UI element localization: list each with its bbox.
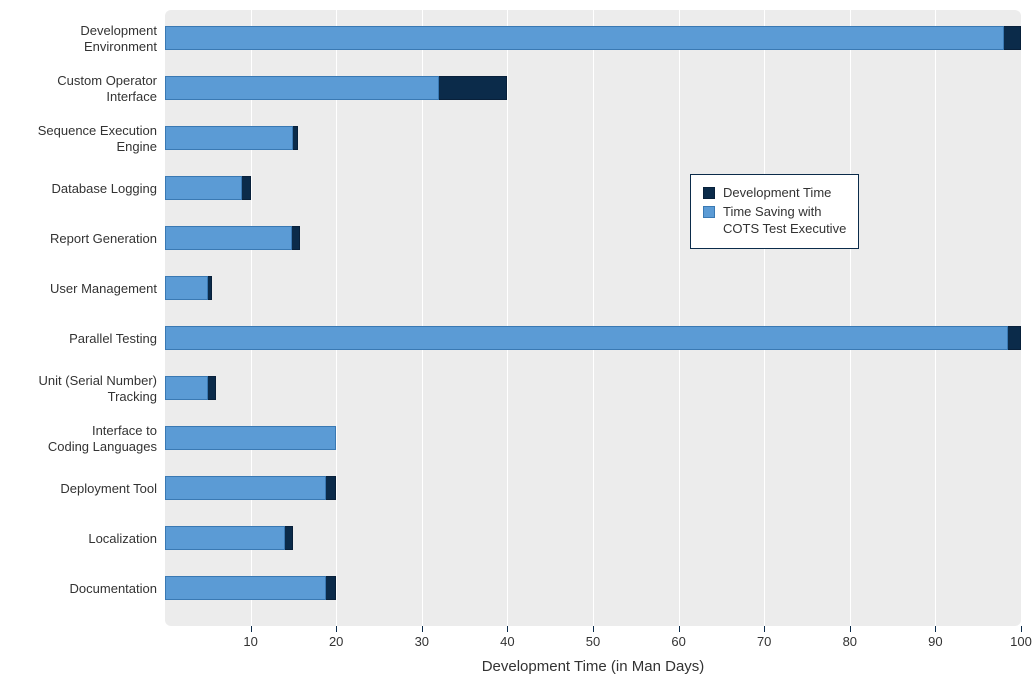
bar-time-saving — [165, 476, 326, 500]
bar-time-saving — [165, 176, 242, 200]
x-tick-label: 70 — [757, 634, 771, 649]
x-axis-title: Development Time (in Man Days) — [443, 658, 743, 675]
x-tick-mark — [507, 626, 508, 632]
y-category-label: Deployment Tool — [60, 481, 157, 497]
bar-time-saving — [165, 526, 285, 550]
bar-time-saving — [165, 376, 208, 400]
x-tick-label: 50 — [586, 634, 600, 649]
bar-time-saving — [165, 26, 1004, 50]
grid-line — [422, 10, 423, 626]
x-tick-label: 20 — [329, 634, 343, 649]
grid-line — [935, 10, 936, 626]
x-tick-label: 30 — [415, 634, 429, 649]
x-tick-label: 60 — [671, 634, 685, 649]
x-tick-mark — [422, 626, 423, 632]
y-category-label: Interface to Coding Languages — [48, 423, 157, 454]
grid-line — [850, 10, 851, 626]
legend-item: Development Time — [703, 185, 846, 202]
plot-area — [165, 10, 1021, 626]
x-tick-label: 80 — [843, 634, 857, 649]
grid-line — [764, 10, 765, 626]
y-category-label: Unit (Serial Number) Tracking — [39, 373, 157, 404]
y-category-label: Parallel Testing — [69, 331, 157, 347]
grid-line — [593, 10, 594, 626]
y-category-label: Database Logging — [51, 181, 157, 197]
x-tick-label: 40 — [500, 634, 514, 649]
bar-time-saving — [165, 426, 336, 450]
legend-label: Development Time — [723, 185, 831, 202]
legend-item: Time Saving with COTS Test Executive — [703, 204, 846, 238]
x-tick-mark — [850, 626, 851, 632]
bar-time-saving — [165, 76, 439, 100]
y-category-label: Development Environment — [80, 23, 157, 54]
y-category-label: Localization — [88, 531, 157, 547]
x-tick-mark — [679, 626, 680, 632]
bar-time-saving — [165, 576, 326, 600]
x-tick-mark — [935, 626, 936, 632]
x-tick-mark — [593, 626, 594, 632]
bar-time-saving — [165, 226, 292, 250]
y-category-label: Report Generation — [50, 231, 157, 247]
chart-container: Development Environment Custom Operator I… — [0, 0, 1034, 687]
x-tick-mark — [1021, 626, 1022, 632]
legend-swatch — [703, 187, 715, 199]
y-category-label: Sequence Execution Engine — [38, 123, 157, 154]
legend-swatch — [703, 206, 715, 218]
y-category-label: Documentation — [70, 581, 157, 597]
x-tick-mark — [764, 626, 765, 632]
x-tick-label: 10 — [243, 634, 257, 649]
grid-line — [507, 10, 508, 626]
y-category-label: Custom Operator Interface — [57, 73, 157, 104]
x-tick-label: 100 — [1010, 634, 1032, 649]
bar-time-saving — [165, 126, 293, 150]
x-tick-label: 90 — [928, 634, 942, 649]
grid-line — [1021, 10, 1022, 626]
grid-line — [679, 10, 680, 626]
bar-time-saving — [165, 276, 208, 300]
x-tick-mark — [251, 626, 252, 632]
legend-label: Time Saving with COTS Test Executive — [723, 204, 846, 238]
y-category-label: User Management — [50, 281, 157, 297]
x-tick-mark — [336, 626, 337, 632]
bar-time-saving — [165, 326, 1008, 350]
legend: Development Time Time Saving with COTS Te… — [690, 174, 859, 249]
grid-line — [336, 10, 337, 626]
